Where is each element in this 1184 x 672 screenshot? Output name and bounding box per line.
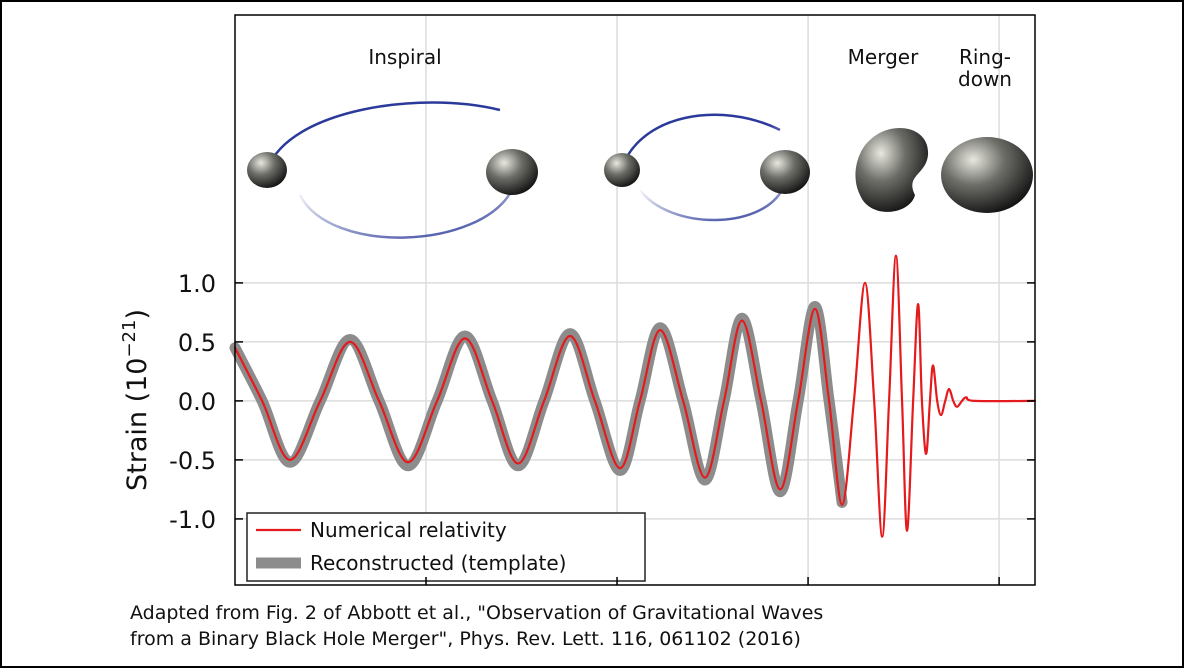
merging-black-hole xyxy=(855,128,929,212)
illustration xyxy=(247,101,1033,239)
annotation: Merger xyxy=(848,45,919,69)
y-axis-label: Strain (10−21) xyxy=(119,309,153,491)
black-hole xyxy=(760,150,810,194)
legend: Numerical relativity Reconstructed (templ… xyxy=(246,512,646,582)
legend-box xyxy=(246,512,646,582)
y-tick-label: 0.5 xyxy=(178,329,216,357)
black-hole xyxy=(486,149,538,195)
orbit xyxy=(639,189,784,222)
black-hole xyxy=(604,153,640,187)
annotation: Inspiral xyxy=(368,45,441,69)
orbit xyxy=(298,189,514,239)
plot-area xyxy=(235,15,1035,585)
orbit xyxy=(266,101,501,169)
legend-label: Numerical relativity xyxy=(310,518,507,542)
caption: Adapted from Fig. 2 of Abbott et al., "O… xyxy=(130,602,823,624)
caption: from a Binary Black Hole Merger", Phys. … xyxy=(130,628,801,650)
y-axis-label-exponent: −21 xyxy=(119,320,140,358)
orbit xyxy=(620,113,781,169)
series xyxy=(229,254,1037,538)
final-black-hole xyxy=(941,137,1033,213)
plot-frame xyxy=(234,14,1036,586)
y-tick-label: 0.0 xyxy=(178,388,216,416)
data-line xyxy=(233,254,1037,538)
y-tick-label: -1.0 xyxy=(169,506,216,534)
y-tick-label: 1.0 xyxy=(178,270,216,298)
annotation: Ring- xyxy=(959,45,1011,69)
y-axis-label-text: ) xyxy=(122,309,153,320)
annotation: down xyxy=(958,67,1012,91)
plot-background xyxy=(235,15,1035,585)
legend-label: Reconstructed (template) xyxy=(310,551,566,575)
y-axis-label-text: Strain (10 xyxy=(122,358,153,491)
y-tick-label: -0.5 xyxy=(169,447,216,475)
black-hole xyxy=(247,152,287,188)
